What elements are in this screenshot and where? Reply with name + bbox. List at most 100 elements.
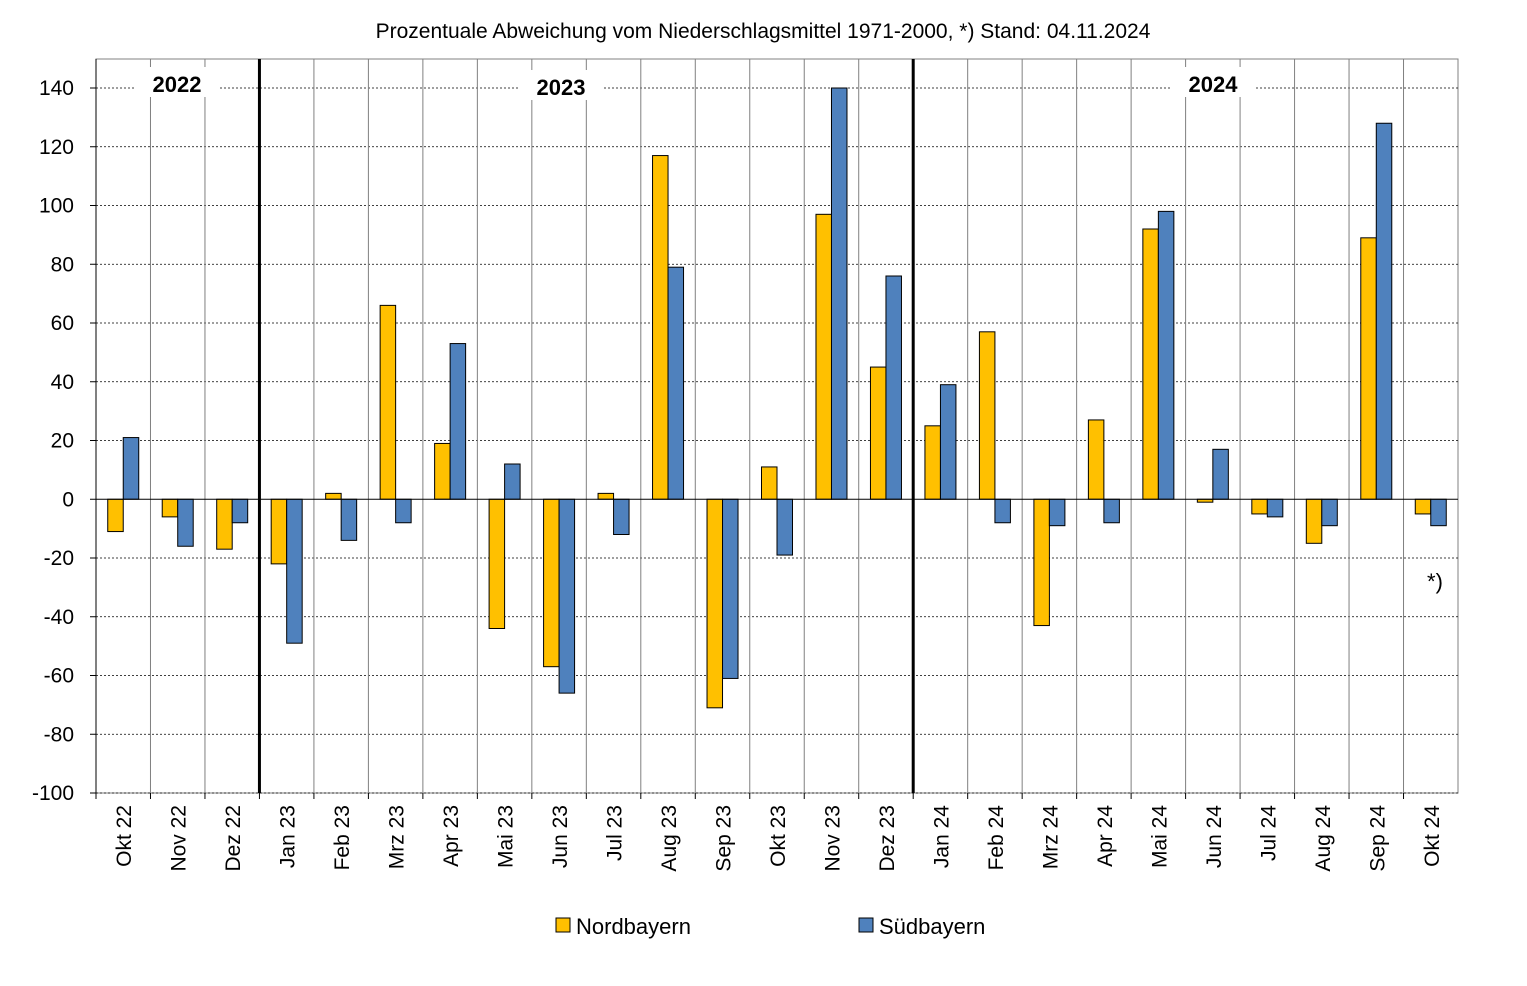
x-tick-label: Okt 22 [113, 805, 136, 867]
x-tick-label: Dez 23 [876, 805, 899, 872]
plot-frame [95, 58, 1459, 794]
y-tick-label: -80 [44, 723, 74, 746]
y-tick-label: -40 [44, 606, 74, 629]
legend-label: Südbayern [879, 914, 985, 939]
x-tick-label: Mrz 24 [1039, 805, 1062, 870]
bar-suedbayern [395, 498, 412, 524]
x-tick-label: Okt 23 [767, 805, 790, 867]
bar-nordbayern [761, 466, 778, 500]
bar-nordbayern [270, 498, 288, 565]
bar-suedbayern [286, 498, 303, 644]
year-label: 2022 [153, 72, 202, 97]
bar-nordbayern [107, 498, 124, 533]
y-tick-label: 20 [51, 430, 74, 453]
bar-suedbayern [558, 498, 576, 694]
bar-nordbayern [1360, 237, 1377, 500]
bar-nordbayern [869, 366, 887, 500]
bar-suedbayern [1321, 498, 1338, 527]
year-label-background [1171, 67, 1255, 97]
bar-suedbayern [939, 384, 957, 500]
grid-lines [96, 59, 1458, 794]
bar-suedbayern [340, 498, 358, 541]
x-tick-label: Nov 23 [821, 805, 844, 872]
x-tick-label: Aug 23 [658, 805, 681, 872]
bar-nordbayern [1251, 498, 1268, 515]
y-tick-label: -20 [44, 547, 74, 570]
axes [95, 59, 1458, 793]
x-tick-label: Apr 24 [1094, 805, 1117, 867]
x-tick-label: Feb 24 [985, 805, 1008, 871]
bar-suedbayern [1212, 448, 1229, 500]
bar-nordbayern [379, 304, 397, 500]
x-tick-label: Jan 23 [277, 805, 300, 868]
bar-suedbayern [1157, 210, 1175, 500]
y-tick-label: -100 [32, 782, 74, 805]
y-tick-label: 60 [51, 312, 74, 335]
bar-nordbayern [1414, 498, 1432, 515]
bar-suedbayern [613, 498, 630, 535]
x-tick-label: Jun 24 [1203, 805, 1226, 868]
bar-nordbayern [216, 498, 233, 550]
bar-nordbayern [815, 213, 832, 500]
x-tick-label: Sep 23 [713, 805, 736, 872]
y-axis-ticks: -100 -80 -60 -40 -20 0 20 40 60 80 100 120 140 [32, 77, 96, 805]
x-tick-label: Jan 24 [930, 805, 953, 868]
bars [107, 87, 1447, 709]
bar-nordbayern [543, 498, 560, 668]
x-tick-label: Okt 24 [1421, 805, 1444, 867]
y-tick-label: 140 [39, 77, 74, 100]
bar-nordbayern [325, 492, 342, 500]
y-tick-label: 0 [62, 488, 74, 511]
x-tick-label: Apr 23 [440, 805, 463, 867]
bar-suedbayern [1375, 122, 1393, 500]
bar-suedbayern [177, 498, 194, 547]
bar-nordbayern [706, 498, 724, 709]
bar-nordbayern [434, 442, 451, 500]
bar-suedbayern [122, 437, 140, 500]
legend-label: Nordbayern [576, 914, 691, 939]
x-tick-label: Dez 22 [222, 805, 245, 872]
year-label: 2024 [1189, 72, 1239, 97]
y-tick-label: 100 [39, 195, 74, 218]
annotation-note: *) [1427, 569, 1443, 594]
bar-nordbayern [978, 331, 996, 500]
x-tick-label: Sep 24 [1366, 805, 1389, 872]
x-tick-label: Nov 22 [168, 805, 191, 872]
legend-swatch [555, 917, 571, 933]
year-labels: 2022 2023 2024 [135, 67, 1255, 100]
bar-nordbayern [1305, 498, 1323, 544]
x-tick-label: Mai 24 [1148, 805, 1171, 868]
bar-nordbayern [488, 498, 506, 629]
x-tick-label: Mai 23 [495, 805, 518, 868]
bar-suedbayern [722, 498, 739, 679]
plot-area [95, 58, 1459, 794]
bar-suedbayern [504, 463, 521, 500]
legend: Nordbayern Südbayern [555, 914, 985, 939]
year-label-background [519, 70, 603, 100]
bar-suedbayern [449, 343, 467, 500]
y-tick-label: -60 [44, 665, 74, 688]
x-tick-label: Mrz 23 [386, 805, 409, 869]
bar-suedbayern [830, 87, 848, 500]
bar-suedbayern [1266, 498, 1284, 518]
bar-suedbayern [1430, 498, 1447, 527]
x-tick-label: Jul 23 [604, 805, 627, 861]
bar-nordbayern [597, 492, 615, 500]
bar-suedbayern [776, 498, 793, 556]
bar-nordbayern [161, 498, 179, 518]
year-label-background [135, 67, 219, 97]
year-label: 2023 [537, 75, 586, 100]
bar-suedbayern [667, 266, 685, 500]
x-axis-ticks: Okt 22 Nov 22 Dez 22 Jan 23 Feb 23 Mrz 23 Apr … [95, 793, 1444, 872]
chart-title: Prozentuale Abweichung vom Niederschlags… [376, 20, 1151, 43]
bar-nordbayern [1142, 228, 1159, 500]
x-tick-label: Aug 24 [1312, 805, 1335, 872]
bar-suedbayern [885, 275, 902, 500]
bar-suedbayern [1048, 498, 1066, 527]
bar-nordbayern [1033, 498, 1050, 627]
bar-nordbayern [652, 155, 669, 500]
bar-suedbayern [231, 498, 249, 524]
bar-nordbayern [924, 425, 941, 500]
x-tick-label: Jul 24 [1257, 805, 1280, 861]
